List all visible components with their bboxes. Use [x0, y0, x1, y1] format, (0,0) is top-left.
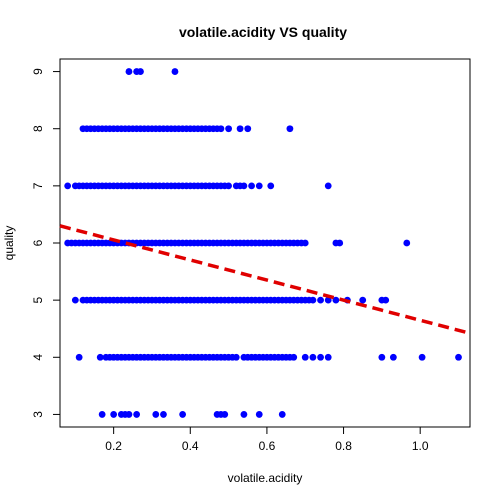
- data-point: [301, 353, 309, 361]
- data-point: [236, 125, 244, 133]
- data-point: [125, 68, 133, 75]
- data-point: [137, 68, 144, 75]
- data-point: [240, 411, 248, 418]
- y-tick-label: 5: [31, 296, 45, 303]
- data-point: [359, 296, 367, 304]
- data-point: [232, 353, 240, 361]
- data-point: [301, 239, 309, 247]
- regression-line-group: [59, 224, 471, 335]
- y-tick-label: 8: [31, 125, 45, 132]
- data-point: [98, 411, 106, 418]
- data-point: [96, 353, 104, 361]
- data-point: [179, 411, 187, 418]
- data-point: [317, 296, 324, 304]
- y-tick-label: 4: [31, 354, 45, 361]
- x-tick-label: 1.0: [412, 439, 429, 453]
- data-point: [133, 411, 141, 418]
- data-point: [317, 353, 324, 361]
- data-point: [244, 125, 252, 133]
- data-point: [152, 411, 160, 418]
- data-point: [309, 353, 317, 361]
- data-point: [418, 353, 426, 361]
- data-point: [248, 182, 255, 190]
- y-tick-label: 6: [31, 239, 45, 246]
- x-tick-label: 0.8: [335, 439, 352, 453]
- data-point: [324, 296, 332, 304]
- y-tick-label: 3: [31, 411, 45, 418]
- data-point: [324, 182, 332, 190]
- y-axis: 3 4 5 6 7 8 9: [31, 68, 60, 418]
- x-tick-label: 0.4: [182, 439, 199, 453]
- data-point: [171, 68, 179, 75]
- data-point: [240, 182, 248, 190]
- data-point: [455, 353, 462, 361]
- data-point: [389, 353, 397, 361]
- data-point: [64, 182, 72, 190]
- data-point: [160, 411, 167, 418]
- data-point: [221, 411, 229, 418]
- chart-title: volatile.acidity VS quality: [179, 24, 347, 40]
- data-point: [110, 411, 118, 418]
- data-point: [255, 411, 263, 418]
- x-tick-label: 0.2: [105, 439, 122, 453]
- data-point: [378, 353, 386, 361]
- data-point: [290, 353, 298, 361]
- data-point: [217, 125, 225, 133]
- data-point: [225, 125, 232, 133]
- data-point: [125, 411, 133, 418]
- y-tick-label: 7: [31, 182, 45, 189]
- data-point: [332, 296, 340, 304]
- x-axis-label: volatile.acidity: [228, 471, 303, 485]
- data-point: [336, 239, 344, 247]
- data-point: [286, 125, 294, 133]
- data-point: [309, 296, 317, 304]
- data-point: [403, 239, 411, 247]
- data-point: [255, 182, 263, 190]
- data-point: [75, 353, 83, 361]
- data-points: [64, 68, 462, 418]
- data-point: [267, 182, 275, 190]
- data-point: [225, 182, 232, 190]
- data-point: [324, 353, 332, 361]
- regression-line: [59, 224, 471, 335]
- y-axis-label: quality: [2, 226, 16, 261]
- y-tick-label: 9: [31, 68, 45, 75]
- x-axis: 0.2 0.4 0.6 0.8 1.0: [105, 427, 429, 453]
- data-point: [71, 296, 79, 304]
- x-tick-label: 0.6: [259, 439, 276, 453]
- data-point: [382, 296, 390, 304]
- data-point: [278, 411, 286, 418]
